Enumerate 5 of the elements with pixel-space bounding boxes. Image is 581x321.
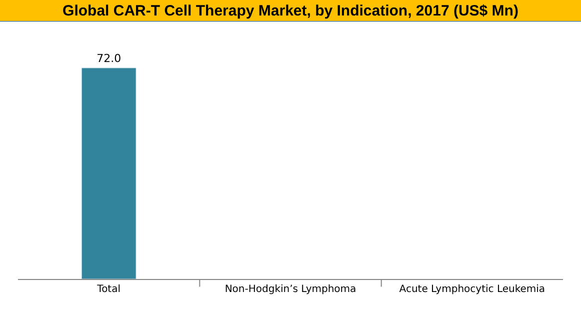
chart-title: Global CAR-T Cell Therapy Market, by Indication, 2017 (US$ Mn) bbox=[62, 2, 518, 20]
x-tick-label: Total bbox=[96, 284, 121, 295]
data-label: 72.0 bbox=[96, 52, 122, 65]
x-tick-label: Non-Hodgkin’s Lymphoma bbox=[224, 284, 356, 295]
x-tick-label: Acute Lymphocytic Leukemia bbox=[399, 284, 546, 295]
